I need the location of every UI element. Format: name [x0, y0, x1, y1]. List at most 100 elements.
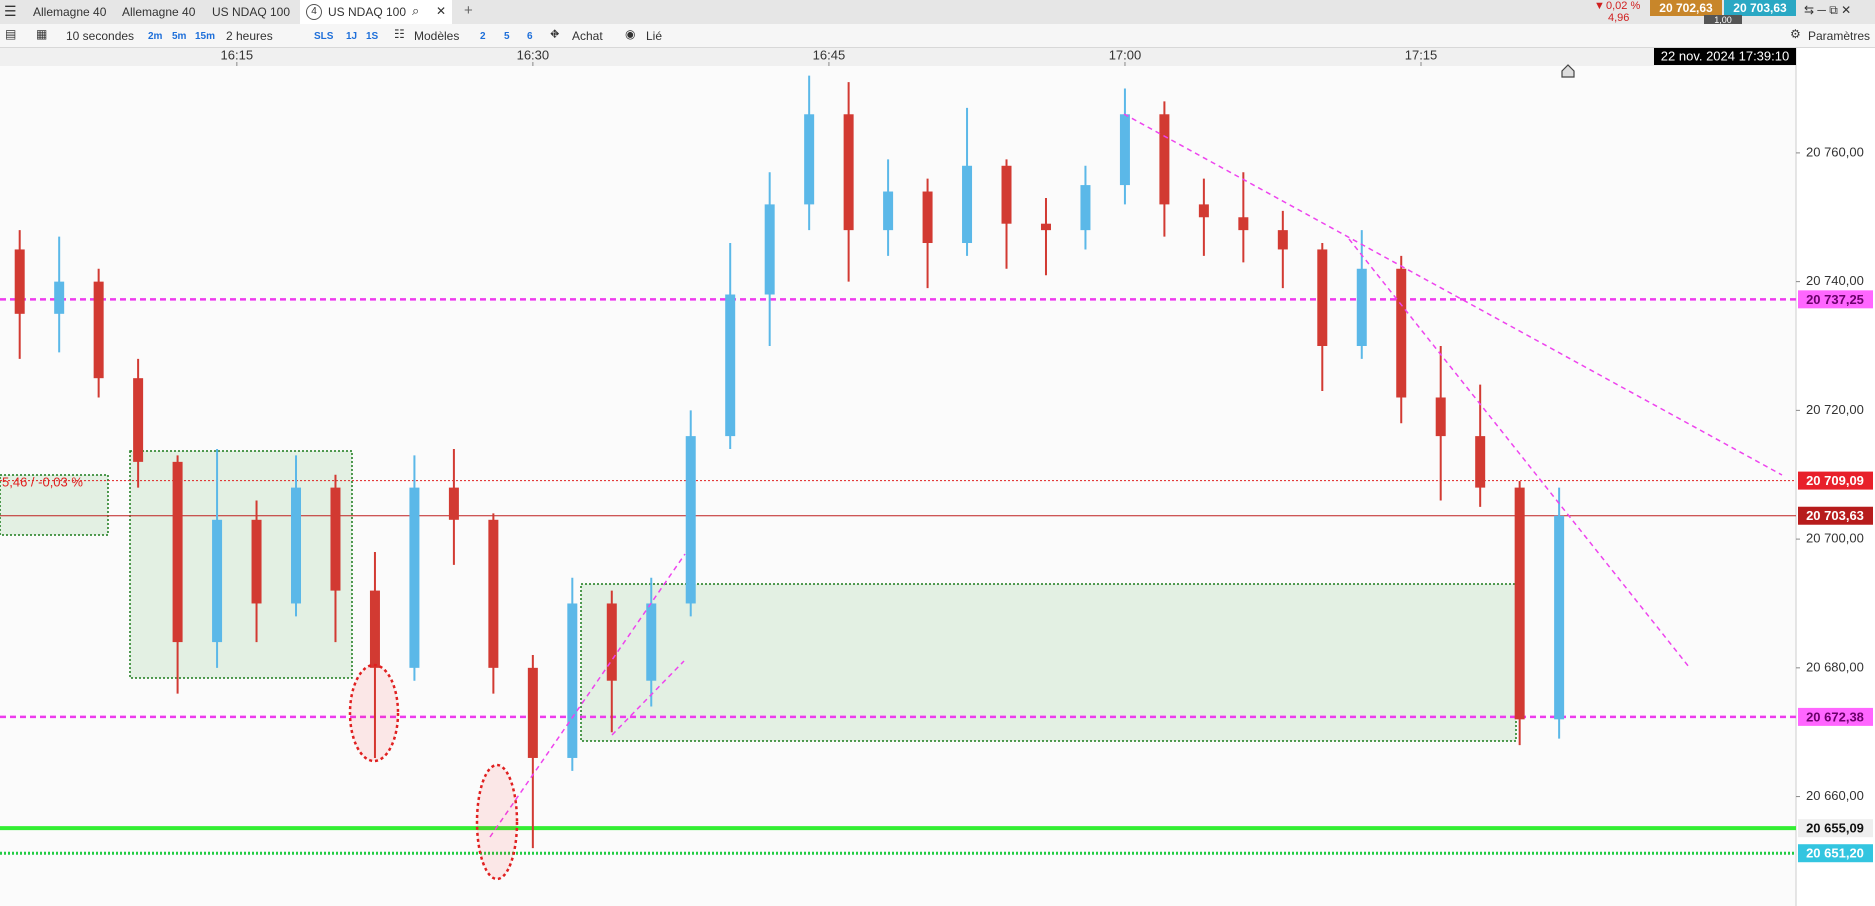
template-slot[interactable]: 5	[504, 31, 510, 42]
candle-body	[488, 519, 499, 668]
bid[interactable]: 20 702,63	[1650, 0, 1722, 16]
level-label: 20 703,63	[1806, 508, 1864, 523]
y-tick-label: 20 660,00	[1806, 788, 1864, 803]
highlight-ellipse	[348, 663, 400, 763]
quick-interval[interactable]: 15m	[195, 31, 216, 42]
close-icon[interactable]: ✕	[436, 4, 447, 18]
candle-body	[330, 487, 341, 591]
candle-body	[369, 590, 380, 668]
level-label-bg	[1798, 471, 1873, 490]
range-button[interactable]: SLS	[314, 31, 334, 42]
marker-icon	[1561, 64, 1575, 78]
candle-body	[291, 487, 302, 604]
zone	[129, 450, 353, 679]
candle-body	[804, 114, 815, 205]
tab[interactable]: Allemagne 40	[122, 5, 196, 19]
candle-body	[93, 281, 104, 379]
tab-badge: 4	[306, 4, 322, 20]
points: 4,96	[1608, 12, 1630, 24]
x-tick-label: 16:45	[813, 47, 846, 62]
template-slot[interactable]: 6	[527, 31, 533, 42]
candle-body	[1119, 114, 1130, 186]
range-button[interactable]: 1S	[366, 31, 379, 42]
templates-icon[interactable]: ☷	[394, 27, 405, 41]
candle-body	[1198, 204, 1209, 218]
x-tick-label: 17:15	[1405, 47, 1438, 62]
candle-body	[212, 519, 223, 643]
level-label-bg	[1798, 707, 1873, 726]
settings-icon[interactable]: ⚙	[1790, 27, 1801, 41]
candle-body	[1001, 165, 1012, 224]
candle-body	[1159, 114, 1170, 205]
order-icon[interactable]: ⛖	[550, 27, 560, 41]
level-label-bg	[1798, 819, 1873, 838]
candle-body	[54, 281, 65, 314]
level-label: 20 737,25	[1806, 292, 1864, 307]
candle-body	[843, 114, 854, 231]
change: 0,02 %	[1606, 0, 1641, 12]
range[interactable]: 2 heures	[226, 29, 273, 43]
order[interactable]: Achat	[572, 29, 603, 43]
candle-body	[1554, 515, 1565, 720]
settings[interactable]: Paramètres	[1808, 29, 1871, 43]
candle-body	[172, 461, 183, 643]
timestamp: 22 nov. 2024 17:39:10	[1661, 48, 1789, 63]
tab[interactable]: US NDAQ 100	[212, 5, 291, 19]
y-tick-label: 20 700,00	[1806, 531, 1864, 546]
menu-icon[interactable]: ☰	[4, 3, 17, 19]
link[interactable]: Lié	[646, 29, 663, 43]
candle-body	[764, 204, 775, 295]
candle-body	[251, 519, 262, 604]
templates[interactable]: Modèles	[414, 29, 460, 43]
x-tick-label: 16:30	[517, 47, 550, 62]
add-tab[interactable]: +	[464, 2, 473, 19]
tab-bar: ☰ Allemagne 40 Allemagne 40 US NDAQ 100 …	[0, 0, 1875, 25]
active-tab[interactable]: 4 US NDAQ 100 ⌕ ✕	[300, 0, 452, 25]
level-label: 20 672,38	[1806, 709, 1864, 724]
link-icon[interactable]: ◉	[625, 27, 636, 41]
candle-body	[1475, 436, 1486, 488]
level-label-bg	[1798, 506, 1873, 525]
interval[interactable]: 10 secondes	[66, 29, 135, 43]
template-slot[interactable]: 2	[480, 31, 486, 42]
ask[interactable]: 20 703,63	[1724, 0, 1796, 16]
quick-interval[interactable]: 2m	[148, 31, 163, 42]
y-tick-label: 20 720,00	[1806, 402, 1864, 417]
candle-body	[725, 294, 736, 437]
candle-body	[962, 165, 973, 244]
x-tick-label: 16:15	[221, 47, 254, 62]
tab-label: US NDAQ 100	[328, 5, 407, 19]
candle-body	[883, 191, 894, 231]
candle-body	[448, 487, 459, 520]
timestamp-bg	[1654, 48, 1796, 65]
candle-body	[606, 603, 617, 681]
trend-line	[1123, 113, 1783, 476]
level-label: 20 709,09	[1806, 473, 1864, 488]
candle-body	[1356, 268, 1367, 346]
y-tick-label: 20 760,00	[1806, 144, 1864, 159]
range-button[interactable]: 1J	[346, 31, 358, 42]
y-tick-label: 20 740,00	[1806, 273, 1864, 288]
zone	[580, 583, 1517, 742]
window-controls[interactable]: ⇆ ─ ⧉ ✕	[1804, 3, 1852, 17]
quick-interval[interactable]: 5m	[172, 31, 187, 42]
candle-body	[567, 603, 578, 758]
annotation: 5,46 / -0,03 %	[2, 474, 83, 489]
candle-body	[1080, 185, 1091, 231]
candle-body	[14, 249, 25, 314]
tab[interactable]: Allemagne 40	[33, 5, 107, 19]
time-axis-bg	[0, 48, 1796, 66]
candle-body	[133, 378, 144, 462]
search-icon[interactable]: ⌕	[412, 3, 420, 18]
layout-icon[interactable]: ▦	[36, 27, 48, 41]
candle-body	[685, 436, 696, 604]
levels: 20 737,25 20 709,09 20 703,63 20 672,38 20 6…	[0, 290, 1873, 863]
candle-body	[409, 487, 420, 668]
level-label-bg	[1798, 290, 1873, 309]
candle-body	[1277, 230, 1288, 250]
list-icon[interactable]: ▤	[5, 27, 17, 41]
level-label: 20 655,09	[1806, 821, 1864, 836]
candle-body	[1238, 217, 1249, 231]
